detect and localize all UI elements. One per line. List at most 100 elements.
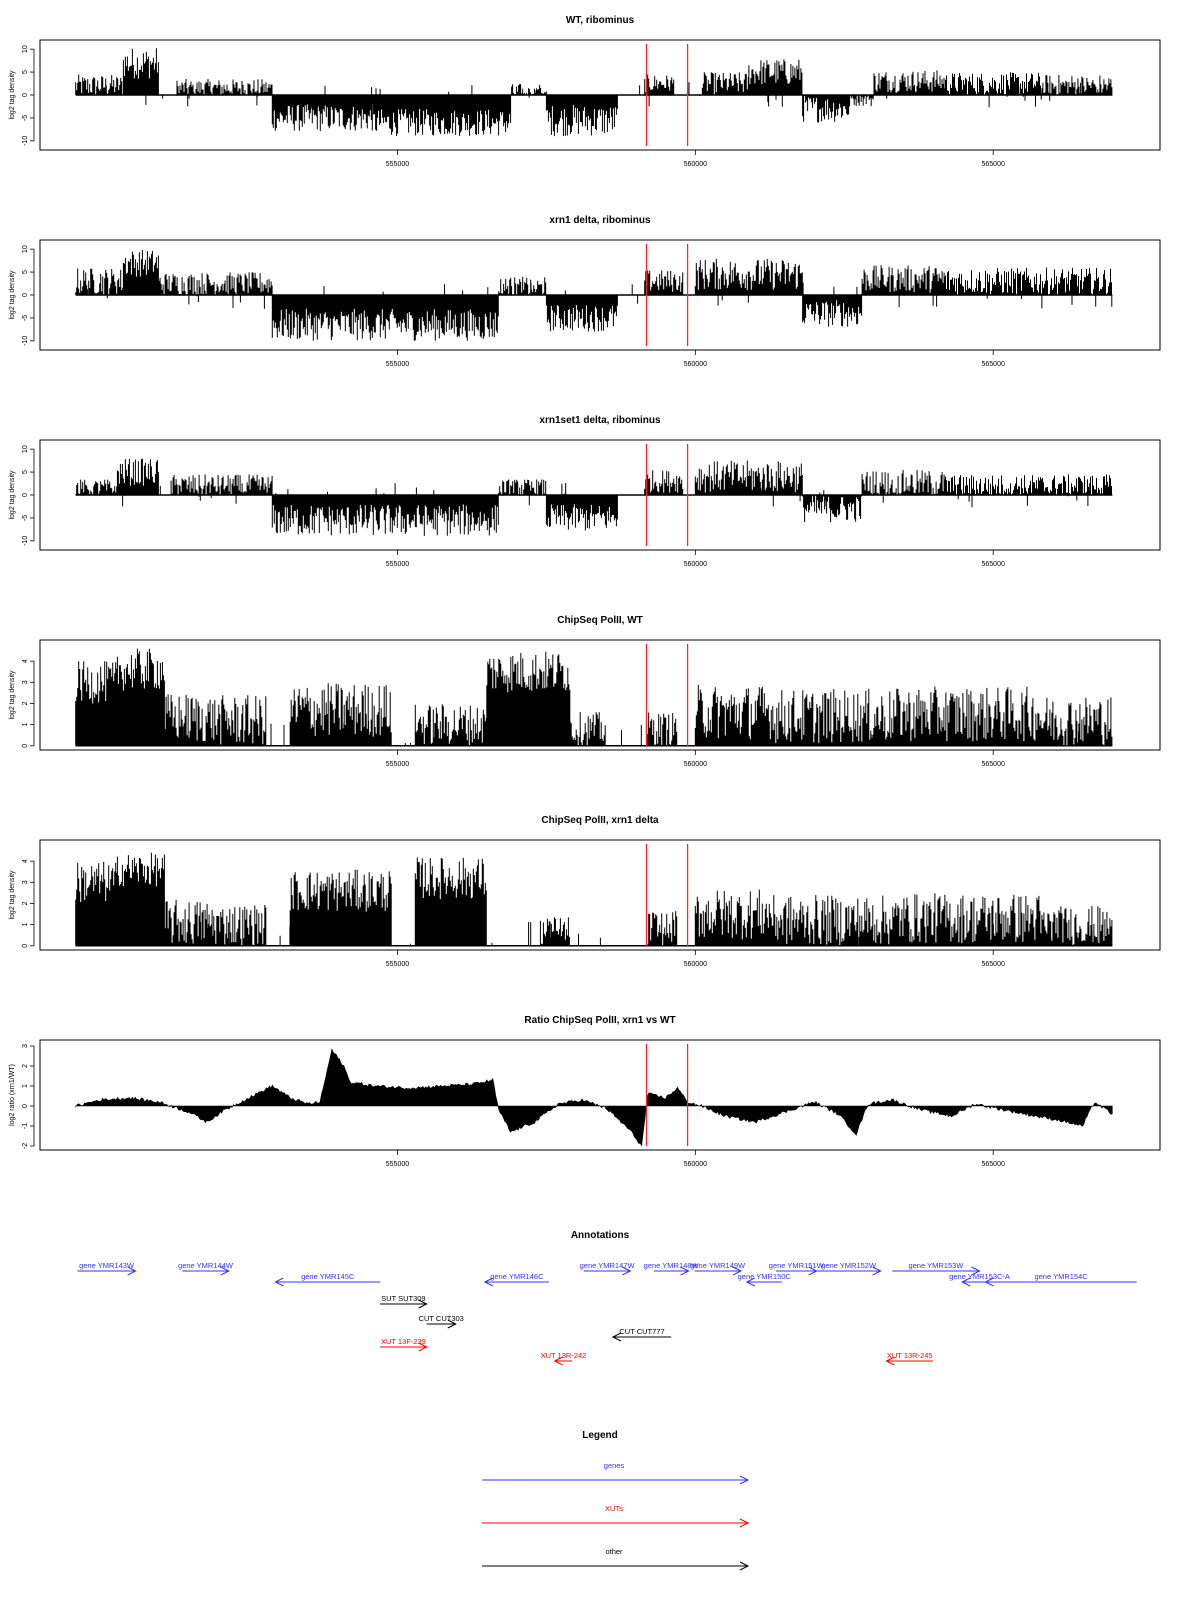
- annotation-feature[interactable]: XUT 13F-239: [380, 1337, 428, 1352]
- arrow-head-icon: [885, 1356, 895, 1366]
- density-bar-series: [75, 458, 1112, 536]
- annotation-feature[interactable]: gene YMR146C: [483, 1272, 549, 1287]
- arrow-head-icon: [447, 1319, 457, 1329]
- density-bars: [75, 852, 1113, 946]
- legend-item: other: [482, 1547, 750, 1571]
- y-axis: -10 -5 0 5 10: [22, 45, 35, 146]
- annotation-feature[interactable]: CUT CUT303: [419, 1314, 464, 1329]
- arrow-head-icon: [553, 1356, 563, 1366]
- x-tick-label: 555000: [386, 361, 409, 368]
- x-axis: 555000 560000 565000: [386, 550, 1005, 568]
- chart-title: WT, ribominus: [566, 15, 635, 26]
- y-tick-label: 5: [22, 270, 29, 274]
- annotations-title: Annotations: [571, 1230, 630, 1241]
- annotation-feature[interactable]: gene YMR153W: [892, 1261, 981, 1276]
- y-tick-label: 0: [22, 1104, 29, 1108]
- legend-item-label: genes: [604, 1461, 625, 1470]
- legend-item: genes: [482, 1461, 750, 1485]
- annotation-feature[interactable]: gene YMR154C: [984, 1272, 1137, 1287]
- y-axis-label: log2 tag density: [9, 870, 16, 920]
- x-axis: 555000 560000 565000: [386, 350, 1005, 368]
- feature-label: gene YMR144W: [178, 1261, 234, 1270]
- annotation-feature[interactable]: gene YMR143W: [77, 1261, 137, 1276]
- arrow-head-icon: [483, 1277, 494, 1287]
- plot-frame: [39, 439, 1161, 551]
- annotation-feature[interactable]: gene YMR145C: [274, 1272, 381, 1287]
- x-tick-label: 560000: [684, 1161, 707, 1168]
- feature-label: gene YMR154C: [1034, 1272, 1088, 1281]
- arrow-head-icon: [418, 1342, 428, 1352]
- x-tick-label: 555000: [386, 761, 409, 768]
- y-axis-label: log2 tag density: [9, 670, 16, 720]
- y-axis-label: log2 tag density: [9, 70, 16, 120]
- feature-label: gene YMR145C: [301, 1272, 355, 1281]
- annotation-feature[interactable]: gene YMR148W: [644, 1261, 700, 1276]
- y-axis: 0 1 2 3 4: [22, 859, 35, 948]
- annotation-feature[interactable]: gene YMR147W: [580, 1261, 636, 1276]
- feature-label: gene YMR151W: [769, 1261, 825, 1270]
- annotation-feature[interactable]: SUT SUT309: [380, 1294, 428, 1309]
- arrow-head-icon: [745, 1277, 755, 1287]
- y-tick-label: 4: [22, 859, 29, 863]
- legend-title: Legend: [582, 1430, 618, 1441]
- y-tick-label: 10: [22, 45, 29, 53]
- x-tick-label: 560000: [684, 961, 707, 968]
- legend-item-label: XUTs: [605, 1504, 623, 1513]
- arrow-head-icon: [732, 1266, 743, 1276]
- x-axis: 555000 560000 565000: [386, 750, 1005, 768]
- chart-panel-3: ChipSeq PolII, WT 0 1 2 3 4 log2 tag density 55…: [9, 615, 1161, 768]
- y-axis-label: log2 tag density: [9, 470, 16, 520]
- feature-label: XUT 13R-242: [541, 1351, 587, 1360]
- y-tick-label: 1: [22, 723, 29, 727]
- feature-label: XUT 13R-245: [887, 1351, 933, 1360]
- arrow-head-icon: [872, 1266, 882, 1276]
- plot-frame: [39, 239, 1161, 351]
- ratio-area-series: [75, 1048, 1113, 1147]
- annotations-panel: Annotations gene YMR143W gene YMR144W gene …: [77, 1230, 1137, 1366]
- y-tick-label: 3: [22, 880, 29, 884]
- y-axis-label: log2 ratio (xrn1/WT): [9, 1064, 16, 1126]
- y-tick-label: 0: [22, 293, 29, 297]
- y-axis: -10 -5 0 5 10: [22, 245, 35, 346]
- y-tick-label: -10: [22, 336, 29, 346]
- x-axis: 555000 560000 565000: [386, 950, 1005, 968]
- feature-label: gene YMR143W: [79, 1261, 135, 1270]
- plot-frame: [39, 839, 1161, 951]
- annotation-feature[interactable]: gene YMR149W: [690, 1261, 746, 1276]
- x-tick-label: 565000: [982, 361, 1005, 368]
- y-tick-label: -5: [22, 315, 29, 321]
- x-tick-label: 555000: [386, 961, 409, 968]
- arrow-head-icon: [739, 1475, 750, 1485]
- x-tick-label: 555000: [386, 161, 409, 168]
- annotation-feature[interactable]: CUT CUT777: [611, 1327, 672, 1342]
- y-tick-label: 10: [22, 245, 29, 253]
- y-tick-label: 0: [22, 944, 29, 948]
- arrow-head-icon: [220, 1266, 230, 1276]
- arrow-head-icon: [611, 1332, 622, 1342]
- feature-label: CUT CUT777: [619, 1327, 664, 1336]
- density-bar-series: [75, 48, 1113, 137]
- annotation-feature[interactable]: gene YMR150C: [738, 1272, 792, 1287]
- annotation-feature[interactable]: gene YMR153C-A: [949, 1272, 1010, 1287]
- y-tick-label: 5: [22, 70, 29, 74]
- annotation-feature[interactable]: XUT 13R-242: [541, 1351, 587, 1366]
- feature-label: CUT CUT303: [419, 1314, 464, 1323]
- chart-panel-5: Ratio ChipSeq PolII, xrn1 vs WT -2 -1 0 1 2 3 l…: [9, 1015, 1161, 1168]
- plot-frame: [39, 39, 1161, 151]
- y-tick-label: 3: [22, 680, 29, 684]
- annotation-feature[interactable]: gene YMR144W: [178, 1261, 234, 1276]
- annotation-feature[interactable]: gene YMR152W: [816, 1261, 882, 1276]
- chart-panel-4: ChipSeq PolII, xrn1 delta 0 1 2 3 4 log2 tag d…: [9, 815, 1161, 968]
- x-tick-label: 560000: [684, 561, 707, 568]
- y-tick-label: 2: [22, 1064, 29, 1068]
- y-tick-label: -10: [22, 536, 29, 546]
- x-tick-label: 565000: [982, 561, 1005, 568]
- legend-item-label: other: [605, 1547, 623, 1556]
- y-tick-label: 10: [22, 445, 29, 453]
- y-tick-label: -1: [22, 1123, 29, 1129]
- y-tick-label: 0: [22, 493, 29, 497]
- arrow-head-icon: [127, 1266, 137, 1276]
- feature-label: gene YMR148W: [644, 1261, 700, 1270]
- annotation-feature[interactable]: XUT 13R-245: [885, 1351, 934, 1366]
